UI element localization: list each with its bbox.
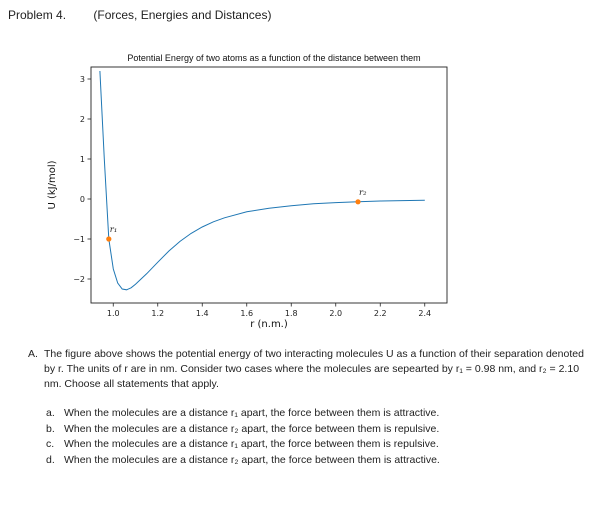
- problem-number: Problem 4.: [8, 8, 67, 22]
- x-tick-label: 2.0: [329, 309, 342, 318]
- potential-energy-chart: Potential Energy of two atoms as a funct…: [47, 53, 448, 330]
- chart-title: Potential Energy of two atoms as a funct…: [127, 53, 420, 63]
- x-tick-label: 2.4: [418, 309, 431, 318]
- option-text: When the molecules are a distance r₂ apa…: [64, 422, 440, 435]
- point-label: r₁: [110, 225, 117, 235]
- point-marker: [106, 236, 112, 242]
- question-text: The figure above shows the potential ene…: [44, 348, 584, 390]
- answer-option[interactable]: c. When the molecules are a distance r₁ a…: [46, 437, 588, 453]
- y-tick-label: 0: [80, 195, 85, 204]
- question-letter: A.: [28, 348, 38, 360]
- x-tick-label: 1.6: [240, 309, 253, 318]
- y-axis-label: U (kJ/mol): [47, 160, 58, 209]
- y-tick-label: 3: [80, 75, 85, 84]
- y-tick-label: −2: [73, 275, 85, 284]
- plot-frame: [90, 66, 448, 304]
- potential-energy-curve: [99, 70, 425, 291]
- option-label: b.: [46, 422, 55, 435]
- answer-option[interactable]: b. When the molecules are a distance r₂ a…: [46, 422, 588, 438]
- problem-subtitle: (Forces, Energies and Distances): [93, 8, 272, 22]
- answer-option[interactable]: a. When the molecules are a distance r₁ a…: [46, 406, 588, 422]
- x-tick-label: 2.2: [374, 309, 387, 318]
- y-tick-label: −1: [73, 235, 85, 244]
- point-label: r₂: [359, 188, 367, 198]
- x-tick-label: 1.8: [285, 309, 298, 318]
- point-marker: [355, 199, 361, 205]
- y-tick-label: 1: [80, 155, 85, 164]
- x-tick-label: 1.2: [151, 309, 164, 318]
- option-label: c.: [46, 438, 55, 450]
- problem-header: Problem 4. (Forces, Energies and Distanc…: [8, 8, 271, 22]
- y-tick-label: 2: [80, 115, 85, 124]
- answer-option[interactable]: d. When the molecules are a distance r₂ a…: [46, 453, 588, 469]
- option-text: When the molecules are a distance r₁ apa…: [64, 438, 439, 450]
- option-label: a.: [46, 407, 55, 419]
- option-label: d.: [46, 453, 55, 466]
- answer-options: a. When the molecules are a distance r₁ a…: [28, 406, 588, 468]
- x-tick-label: 1.0: [107, 309, 120, 318]
- option-text: When the molecules are a distance r₁ apa…: [64, 407, 440, 419]
- x-tick-label: 1.4: [196, 309, 209, 318]
- question-block: A. The figure above shows the potential …: [28, 347, 588, 468]
- option-text: When the molecules are a distance r₂ apa…: [64, 453, 440, 466]
- x-axis-label: r (n.m.): [250, 319, 288, 330]
